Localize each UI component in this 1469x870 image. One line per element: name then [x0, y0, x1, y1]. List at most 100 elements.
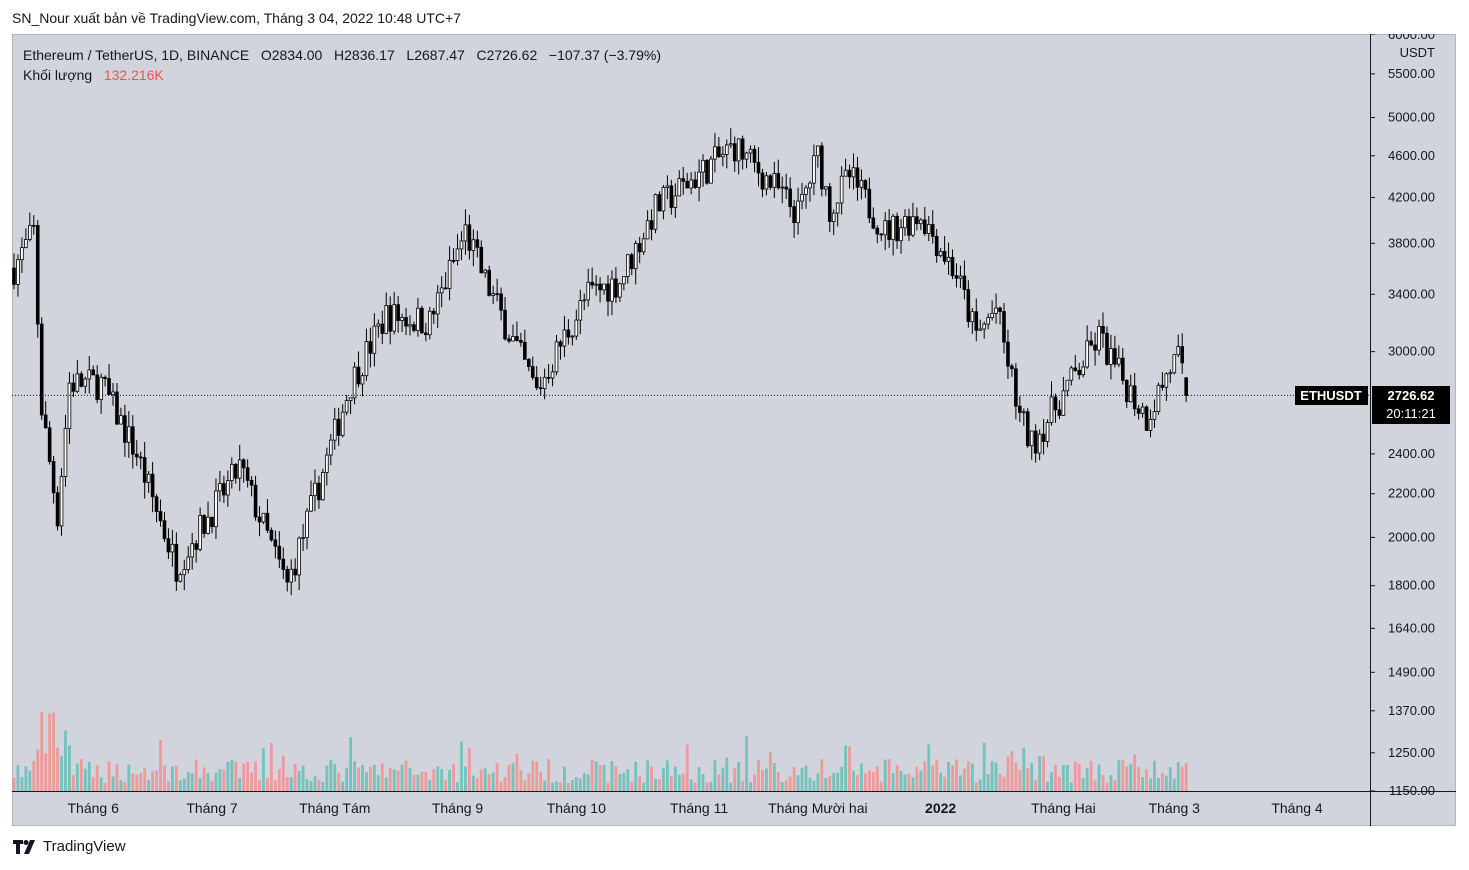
candle-body	[245, 467, 250, 481]
volume-bar	[931, 765, 935, 791]
volume-bar	[864, 773, 867, 791]
candle-body	[899, 227, 903, 242]
candle-body	[360, 375, 365, 385]
time-tick-label: Tháng 11	[670, 800, 728, 816]
chart-legend: Ethereum / TetherUS, 1D, BINANCE O2834.0…	[23, 45, 661, 85]
volume-bar	[1153, 760, 1156, 791]
volume-bar	[650, 766, 653, 791]
candle-body	[709, 158, 713, 184]
volume-bar	[654, 779, 657, 791]
candle-body	[1041, 433, 1046, 442]
tradingview-logo[interactable]: TradingView	[13, 838, 126, 855]
candle-body	[206, 516, 210, 534]
volume-bar	[1172, 778, 1176, 791]
volume-bar	[388, 767, 392, 791]
volume-bar	[832, 773, 836, 791]
candle-body	[20, 247, 24, 261]
candle-body	[1025, 411, 1030, 447]
volume-bar	[68, 745, 71, 791]
candle-body	[55, 492, 60, 527]
candle-body	[859, 180, 864, 188]
candle-body	[673, 195, 678, 208]
candle-body	[344, 400, 349, 413]
candle-body	[233, 463, 238, 479]
candle-body	[127, 426, 131, 443]
candle-body	[938, 251, 943, 257]
volume-bar	[856, 775, 859, 791]
legend-symbol[interactable]: Ethereum / TetherUS, 1D, BINANCE	[23, 47, 250, 63]
volume-bar	[677, 774, 681, 791]
volume-bar	[669, 776, 673, 791]
volume-bar	[531, 760, 535, 791]
candle-body	[352, 366, 357, 399]
candle-body	[495, 293, 499, 296]
volume-bar	[1077, 763, 1081, 791]
volume-bar	[123, 782, 127, 791]
volume-bar	[384, 777, 388, 791]
volume-bar	[539, 771, 543, 791]
candle-body	[170, 543, 175, 553]
volume-bar	[638, 776, 642, 791]
candle-body	[895, 215, 899, 242]
volume-bar	[642, 782, 646, 791]
candle-body	[665, 185, 670, 188]
volume-bar	[404, 760, 408, 791]
volume-bar	[1161, 773, 1164, 791]
candle-body	[1168, 372, 1173, 375]
candle-body	[384, 305, 389, 334]
volume-bar	[828, 776, 832, 791]
price-axis[interactable]: 6000.00 5500.00 5000.00 4600.00 4200.00 3800.…	[1370, 34, 1435, 798]
candle-body	[974, 311, 979, 331]
volume-bar	[555, 781, 558, 791]
volume-bar	[321, 781, 325, 791]
volume-bar	[289, 777, 293, 791]
volume-bar	[658, 779, 661, 791]
candle-body	[1113, 348, 1117, 365]
volume-bar	[673, 766, 677, 791]
volume-bar	[590, 759, 594, 791]
volume-bar	[772, 762, 776, 791]
volume-bar	[273, 779, 277, 791]
candle-body	[1061, 390, 1066, 416]
volume-bar	[551, 782, 554, 791]
chart-canvas[interactable]: 6000.00 5500.00 5000.00 4600.00 4200.00 3800.…	[12, 34, 1456, 826]
volume-bar	[341, 781, 345, 791]
volume-bar	[998, 773, 1002, 791]
candle-body	[194, 543, 198, 550]
candle-body	[697, 171, 701, 188]
legend-close: 2726.62	[486, 47, 538, 63]
volume-bar	[1101, 775, 1105, 791]
candle-body	[653, 194, 658, 230]
candle-body	[820, 145, 824, 190]
volume-bar	[753, 774, 756, 791]
legend-high: 2836.17	[344, 47, 395, 63]
volume-bar	[1113, 780, 1117, 791]
candle-body	[1117, 357, 1121, 365]
publish-caption: SN_Nour xuất bản về TradingView.com, Thá…	[12, 10, 461, 26]
legend-volume-label[interactable]: Khối lượng	[23, 67, 93, 83]
volume-bar	[329, 759, 333, 791]
volume-bar	[1133, 754, 1137, 791]
chart-frame[interactable]	[12, 34, 1456, 826]
candle-body	[67, 382, 72, 429]
volume-bar	[40, 711, 44, 791]
candle-body	[265, 512, 270, 531]
candle-body	[336, 418, 341, 436]
candle-body	[226, 480, 230, 496]
time-tick-label: Tháng 9	[432, 800, 484, 816]
candle-body	[728, 143, 733, 146]
candle-body	[12, 267, 16, 285]
volume-bar	[337, 772, 341, 791]
candle-body	[475, 239, 480, 248]
volume-bar	[986, 774, 990, 791]
candle-body	[332, 418, 337, 441]
volume-bar	[622, 772, 626, 791]
candle-body	[827, 186, 832, 222]
candle-body	[677, 178, 682, 197]
volume-bar	[1176, 761, 1180, 791]
volume-bar	[1117, 759, 1121, 791]
volume-bar	[72, 775, 75, 791]
candle-body	[713, 146, 717, 160]
time-axis[interactable]: Tháng 6 Tháng 7 Tháng Tám Tháng 9 Tháng 10 Th…	[68, 800, 1323, 816]
volume-bar	[883, 759, 887, 791]
